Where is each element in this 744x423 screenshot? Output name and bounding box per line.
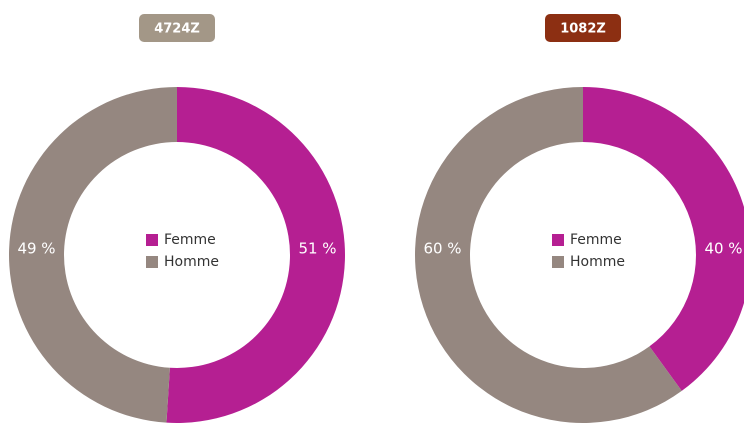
value-label: 60 % — [423, 240, 461, 258]
chart-title: 4724Z — [154, 22, 200, 37]
legend-swatch — [146, 256, 158, 268]
value-label: 49 % — [17, 240, 55, 258]
legend-label: Homme — [570, 254, 625, 270]
legend-label: Femme — [570, 232, 622, 248]
legend-label: Homme — [164, 254, 219, 270]
legend-swatch — [552, 234, 564, 246]
donut-segment — [8, 87, 178, 423]
value-label: 51 % — [298, 240, 336, 258]
legend-swatch — [552, 256, 564, 268]
legend-swatch — [146, 234, 158, 246]
value-label: 40 % — [704, 240, 742, 258]
donut-segment — [415, 87, 682, 423]
legend-label: Femme — [164, 232, 216, 248]
donut-segment — [166, 87, 345, 423]
title-badge — [139, 14, 215, 42]
title-badge — [545, 14, 621, 42]
chart-title: 1082Z — [560, 22, 606, 37]
donut-segment — [583, 87, 744, 391]
